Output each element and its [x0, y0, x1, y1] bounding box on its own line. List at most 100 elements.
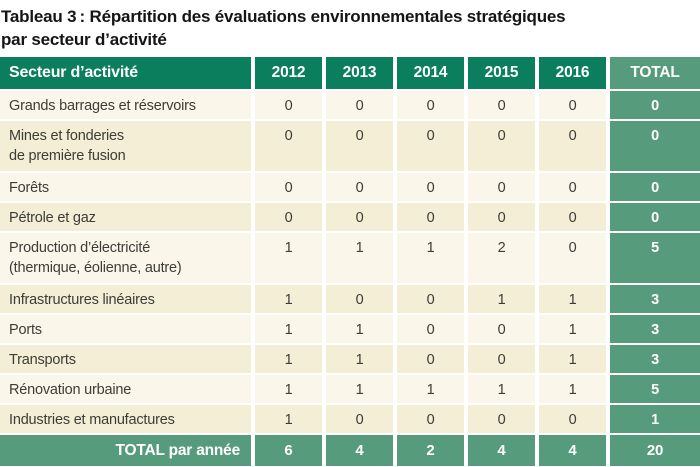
year-value-cell: 0 [539, 173, 610, 203]
footer-year-total-2013: 4 [326, 435, 397, 467]
year-value-cell: 0 [397, 285, 468, 315]
year-value-cell: 1 [397, 375, 468, 405]
table-row: Industries et manufactures 1 0 0 0 0 1 [0, 405, 700, 435]
year-value-cell: 0 [255, 91, 326, 121]
year-value-cell: 0 [326, 203, 397, 233]
year-value-cell: 0 [326, 91, 397, 121]
table-footer: TOTAL par année 6 4 2 4 4 20 [0, 435, 700, 467]
footer-total-label: TOTAL par année [0, 435, 255, 467]
sector-name-cell: Forêts [0, 173, 255, 203]
row-total-cell: 3 [610, 315, 700, 345]
table-row: Transports 1 1 0 0 1 3 [0, 345, 700, 375]
year-value-cell: 0 [397, 91, 468, 121]
year-value-cell: 0 [468, 345, 539, 375]
year-value-cell: 0 [468, 203, 539, 233]
sector-name-line: Production d’électricité [9, 240, 151, 256]
year-column-header-2013: 2013 [326, 57, 397, 91]
sector-name-line: Infrastructures linéaires [9, 292, 155, 308]
year-value-cell: 0 [326, 405, 397, 435]
table-row: Ports 1 1 0 0 1 3 [0, 315, 700, 345]
year-value-cell: 1 [468, 375, 539, 405]
sector-name-line: de première fusion [9, 148, 126, 164]
sector-name-cell: Industries et manufactures [0, 405, 255, 435]
year-value-cell: 0 [326, 121, 397, 173]
sector-name-line: Rénovation urbaine [9, 382, 132, 398]
year-column-header-2014: 2014 [397, 57, 468, 91]
year-value-cell: 0 [539, 233, 610, 285]
header-row: Secteur d’activité 2012 2013 2014 2015 2… [0, 57, 700, 91]
row-total-cell: 3 [610, 285, 700, 315]
year-value-cell: 0 [397, 345, 468, 375]
year-value-cell: 1 [255, 405, 326, 435]
year-value-cell: 1 [255, 315, 326, 345]
year-value-cell: 1 [255, 345, 326, 375]
year-column-header-2012: 2012 [255, 57, 326, 91]
year-value-cell: 1 [539, 285, 610, 315]
sector-name-cell: Production d’électricité (thermique, éoli… [0, 233, 255, 285]
year-value-cell: 0 [397, 315, 468, 345]
year-value-cell: 0 [468, 121, 539, 173]
sector-name-line: (thermique, éolienne, autre) [9, 260, 182, 276]
table-title-line1: Tableau 3 : Répartition des évaluations … [1, 7, 566, 26]
table-row: Infrastructures linéaires 1 0 0 1 1 3 [0, 285, 700, 315]
row-total-cell: 5 [610, 233, 700, 285]
year-value-cell: 0 [397, 121, 468, 173]
footer-year-total-2012: 6 [255, 435, 326, 467]
footer-grand-total: 20 [610, 435, 700, 467]
year-value-cell: 0 [539, 121, 610, 173]
sector-column-header: Secteur d’activité [0, 57, 255, 91]
sector-name-line: Grands barrages et réservoirs [9, 98, 196, 114]
year-value-cell: 1 [326, 345, 397, 375]
sector-name-cell: Rénovation urbaine [0, 375, 255, 405]
year-value-cell: 0 [539, 91, 610, 121]
year-value-cell: 1 [468, 285, 539, 315]
year-value-cell: 1 [255, 285, 326, 315]
sector-name-line: Ports [9, 322, 42, 338]
total-column-header: TOTAL [610, 57, 700, 91]
year-value-cell: 0 [255, 121, 326, 173]
year-column-header-2016: 2016 [539, 57, 610, 91]
table-body: Grands barrages et réservoirs 0 0 0 0 0 … [0, 91, 700, 435]
year-value-cell: 0 [397, 173, 468, 203]
row-total-cell: 1 [610, 405, 700, 435]
sector-name-cell: Pétrole et gaz [0, 203, 255, 233]
year-value-cell: 0 [326, 173, 397, 203]
year-value-cell: 0 [539, 203, 610, 233]
table-row: Mines et fonderies de première fusion 0 0… [0, 121, 700, 173]
year-column-header-2015: 2015 [468, 57, 539, 91]
sector-name-cell: Infrastructures linéaires [0, 285, 255, 315]
year-value-cell: 1 [326, 233, 397, 285]
table-title-line2: par secteur d’activité [1, 30, 167, 49]
year-value-cell: 1 [326, 315, 397, 345]
row-total-cell: 0 [610, 121, 700, 173]
sector-name-line: Pétrole et gaz [9, 210, 96, 226]
year-value-cell: 1 [255, 375, 326, 405]
sector-name-cell: Mines et fonderies de première fusion [0, 121, 255, 173]
year-value-cell: 0 [255, 173, 326, 203]
table-row: Production d’électricité (thermique, éoli… [0, 233, 700, 285]
footer-year-total-2016: 4 [539, 435, 610, 467]
year-value-cell: 1 [326, 375, 397, 405]
table-header: Secteur d’activité 2012 2013 2014 2015 2… [0, 57, 700, 91]
year-value-cell: 0 [468, 91, 539, 121]
row-total-cell: 0 [610, 203, 700, 233]
year-value-cell: 0 [468, 173, 539, 203]
footer-year-total-2014: 2 [397, 435, 468, 467]
row-total-cell: 0 [610, 91, 700, 121]
sector-name-cell: Grands barrages et réservoirs [0, 91, 255, 121]
sector-name-line: Mines et fonderies [9, 128, 124, 144]
table-row: Pétrole et gaz 0 0 0 0 0 0 [0, 203, 700, 233]
sector-name-line: Transports [9, 352, 76, 368]
year-value-cell: 1 [539, 375, 610, 405]
year-value-cell: 1 [255, 233, 326, 285]
year-value-cell: 0 [326, 285, 397, 315]
year-value-cell: 0 [468, 315, 539, 345]
table-title: Tableau 3 : Répartition des évaluations … [0, 0, 700, 57]
year-value-cell: 0 [255, 203, 326, 233]
year-value-cell: 0 [397, 203, 468, 233]
year-value-cell: 1 [397, 233, 468, 285]
year-value-cell: 1 [539, 315, 610, 345]
year-value-cell: 0 [397, 405, 468, 435]
row-total-cell: 5 [610, 375, 700, 405]
sector-name-cell: Transports [0, 345, 255, 375]
